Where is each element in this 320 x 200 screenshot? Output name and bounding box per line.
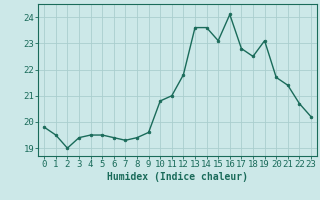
X-axis label: Humidex (Indice chaleur): Humidex (Indice chaleur) [107,172,248,182]
